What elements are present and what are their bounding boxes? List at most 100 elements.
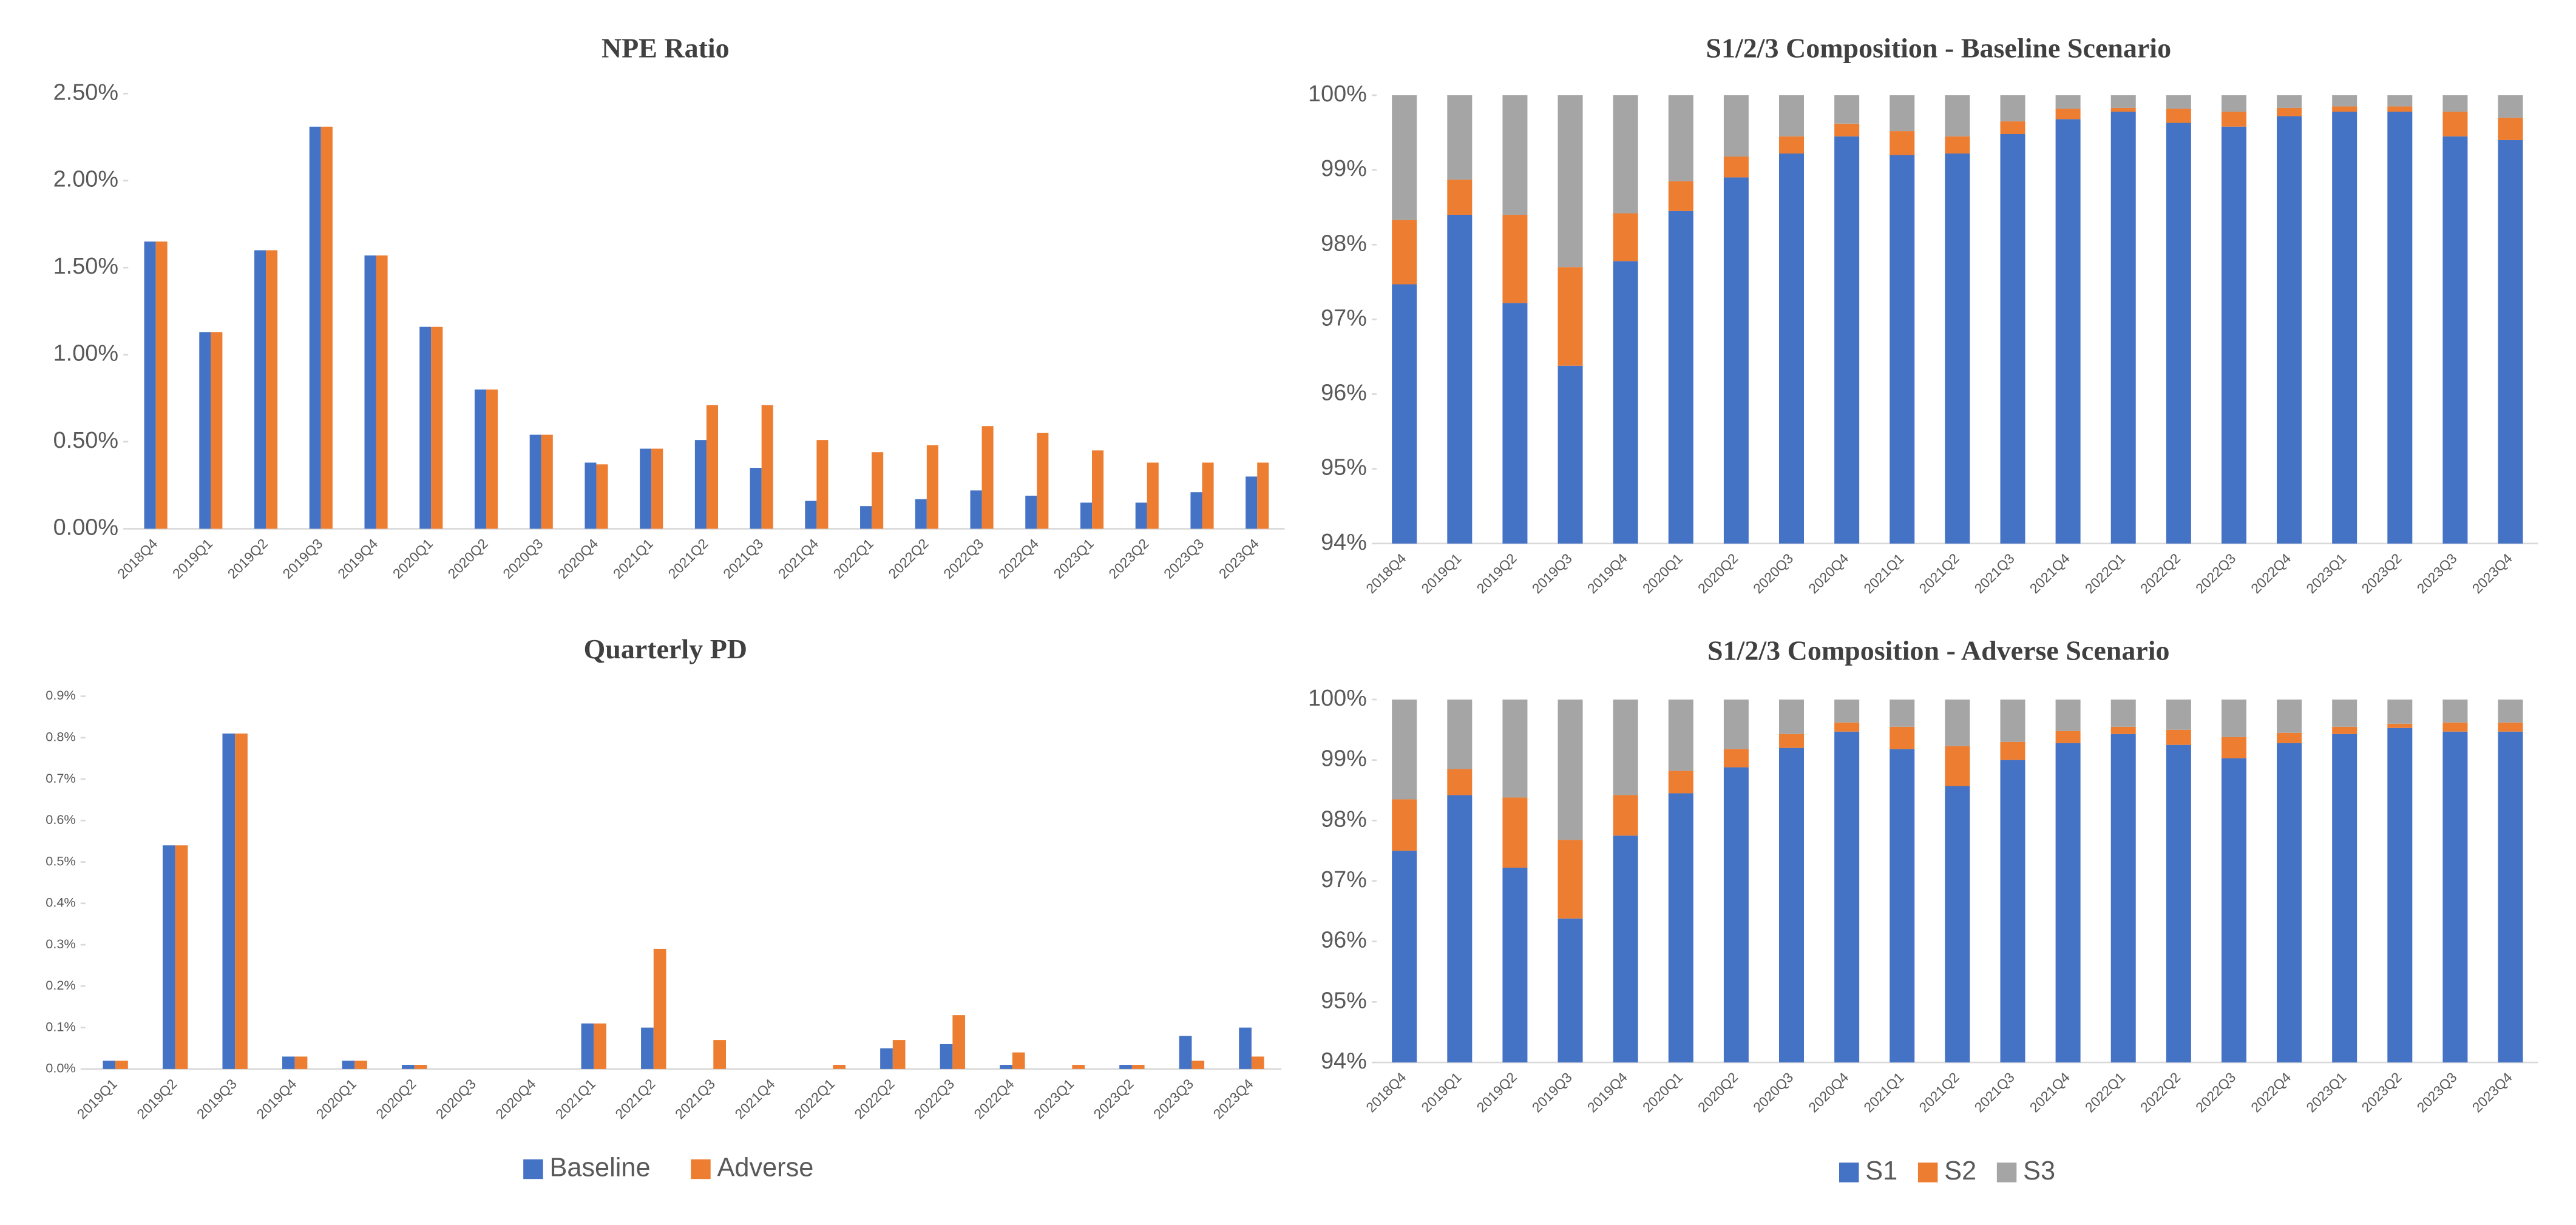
x-tick-label: 2023Q3 [1150,1076,1196,1122]
bar [474,389,487,529]
bar-segment [1723,177,1749,544]
legend-label: Baseline [549,1153,650,1182]
bar [1251,1056,1264,1069]
bar [952,1015,966,1069]
chart-title: NPE Ratio [602,32,730,63]
x-tick-label: 2018Q4 [114,535,160,581]
y-tick-label: 99% [1321,746,1367,772]
bar-segment [2221,126,2246,544]
bar-segment [1779,95,1805,137]
bar [1012,1052,1025,1069]
x-tick-label: 2021Q3 [720,536,766,582]
bar [541,434,553,529]
bar [833,1065,846,1069]
bar [805,501,817,529]
bar-segment [1723,767,1749,1063]
bar-segment [1945,699,1970,746]
bar [1190,492,1202,529]
bar-segment [1502,699,1528,798]
bar [860,506,872,529]
bar [103,1061,116,1069]
bar [222,733,236,1069]
legend-swatch [1839,1163,1859,1183]
bar [1135,502,1147,529]
x-tick-label: 2023Q1 [2303,550,2349,596]
x-tick-label: 2022Q4 [2248,1069,2294,1115]
x-tick-label: 2020Q2 [1695,1069,1741,1115]
x-tick-label: 2022Q3 [940,536,986,582]
bar-segment [1447,699,1473,769]
x-tick-label: 2021Q1 [552,1076,598,1122]
y-tick-label: 96% [1321,380,1367,406]
bar-segment [2498,722,2523,732]
bar [282,1056,295,1069]
x-tick-label: 2022Q4 [2248,550,2294,596]
y-tick-label: 0.1% [46,1019,75,1034]
x-tick-label: 2019Q3 [279,536,325,582]
bar-segment [2498,731,2523,1063]
bar [880,1048,893,1069]
bar-segment [2055,743,2081,1063]
x-tick-label: 2020Q2 [445,536,491,582]
x-tick-label: 2023Q3 [2413,1069,2459,1115]
x-tick-label: 2021Q4 [2027,550,2073,596]
bar-segment [2442,136,2468,544]
bar-segment [2498,699,2523,723]
bar [1080,502,1093,529]
x-tick-label: 2021Q3 [1971,1069,2018,1115]
y-tick-label: 0.6% [46,812,75,827]
bar-segment [2498,117,2523,140]
bar-segment [1557,699,1583,840]
bar-segment [2332,95,2357,107]
x-tick-label: 2019Q1 [1418,1069,1464,1115]
bar [1147,462,1159,529]
bar-segment [1447,180,1473,215]
bar-segment [1392,799,1417,851]
bar-segment [1557,95,1583,268]
y-tick-label: 0.5% [46,853,75,868]
x-tick-label: 2022Q2 [851,1076,897,1122]
chart-title: S1/2/3 Composition - Baseline Scenario [1706,32,2171,63]
bar [144,241,156,529]
bar [211,332,223,529]
bar-segment [1890,95,1915,132]
bar [1072,1065,1085,1069]
chart-title: Quarterly PD [583,633,747,664]
x-tick-label: 2019Q1 [1418,550,1464,596]
x-tick-label: 2021Q1 [610,536,656,582]
bar-segment [2166,109,2191,123]
bar-segment [2387,727,2413,1063]
legend-swatch [1996,1163,2017,1183]
bar [1092,450,1104,529]
bar-segment [2110,112,2136,544]
bar [816,440,829,529]
bar-segment [1502,303,1528,544]
bar-segment [1945,746,1970,786]
bar-segment [1668,699,1693,771]
y-tick-label: 2.00% [53,167,118,192]
x-tick-label: 2020Q1 [1639,1069,1686,1115]
bar-segment [2110,699,2136,727]
bar-segment [2221,95,2246,112]
bar-segment [2055,731,2081,743]
x-tick-label: 2020Q3 [1750,1069,1796,1115]
bar-segment [2110,95,2136,108]
bar-segment [2277,732,2302,743]
bar-segment [2332,734,2357,1063]
bar-segment [2387,112,2413,544]
bar-segment [1447,795,1473,1063]
bar-segment [1502,868,1528,1063]
x-tick-label: 2020Q3 [500,536,546,582]
bar-segment [2277,95,2302,108]
x-tick-label: 2023Q2 [1090,1076,1136,1122]
bar [254,250,266,529]
bar-segment [2000,699,2025,742]
bar-segment [1447,215,1473,544]
bar [320,126,333,529]
y-tick-label: 94% [1321,1048,1367,1074]
y-tick-label: 95% [1321,988,1367,1013]
bar [199,332,211,529]
bar-segment [1779,747,1805,1063]
bar-segment [1557,267,1583,366]
